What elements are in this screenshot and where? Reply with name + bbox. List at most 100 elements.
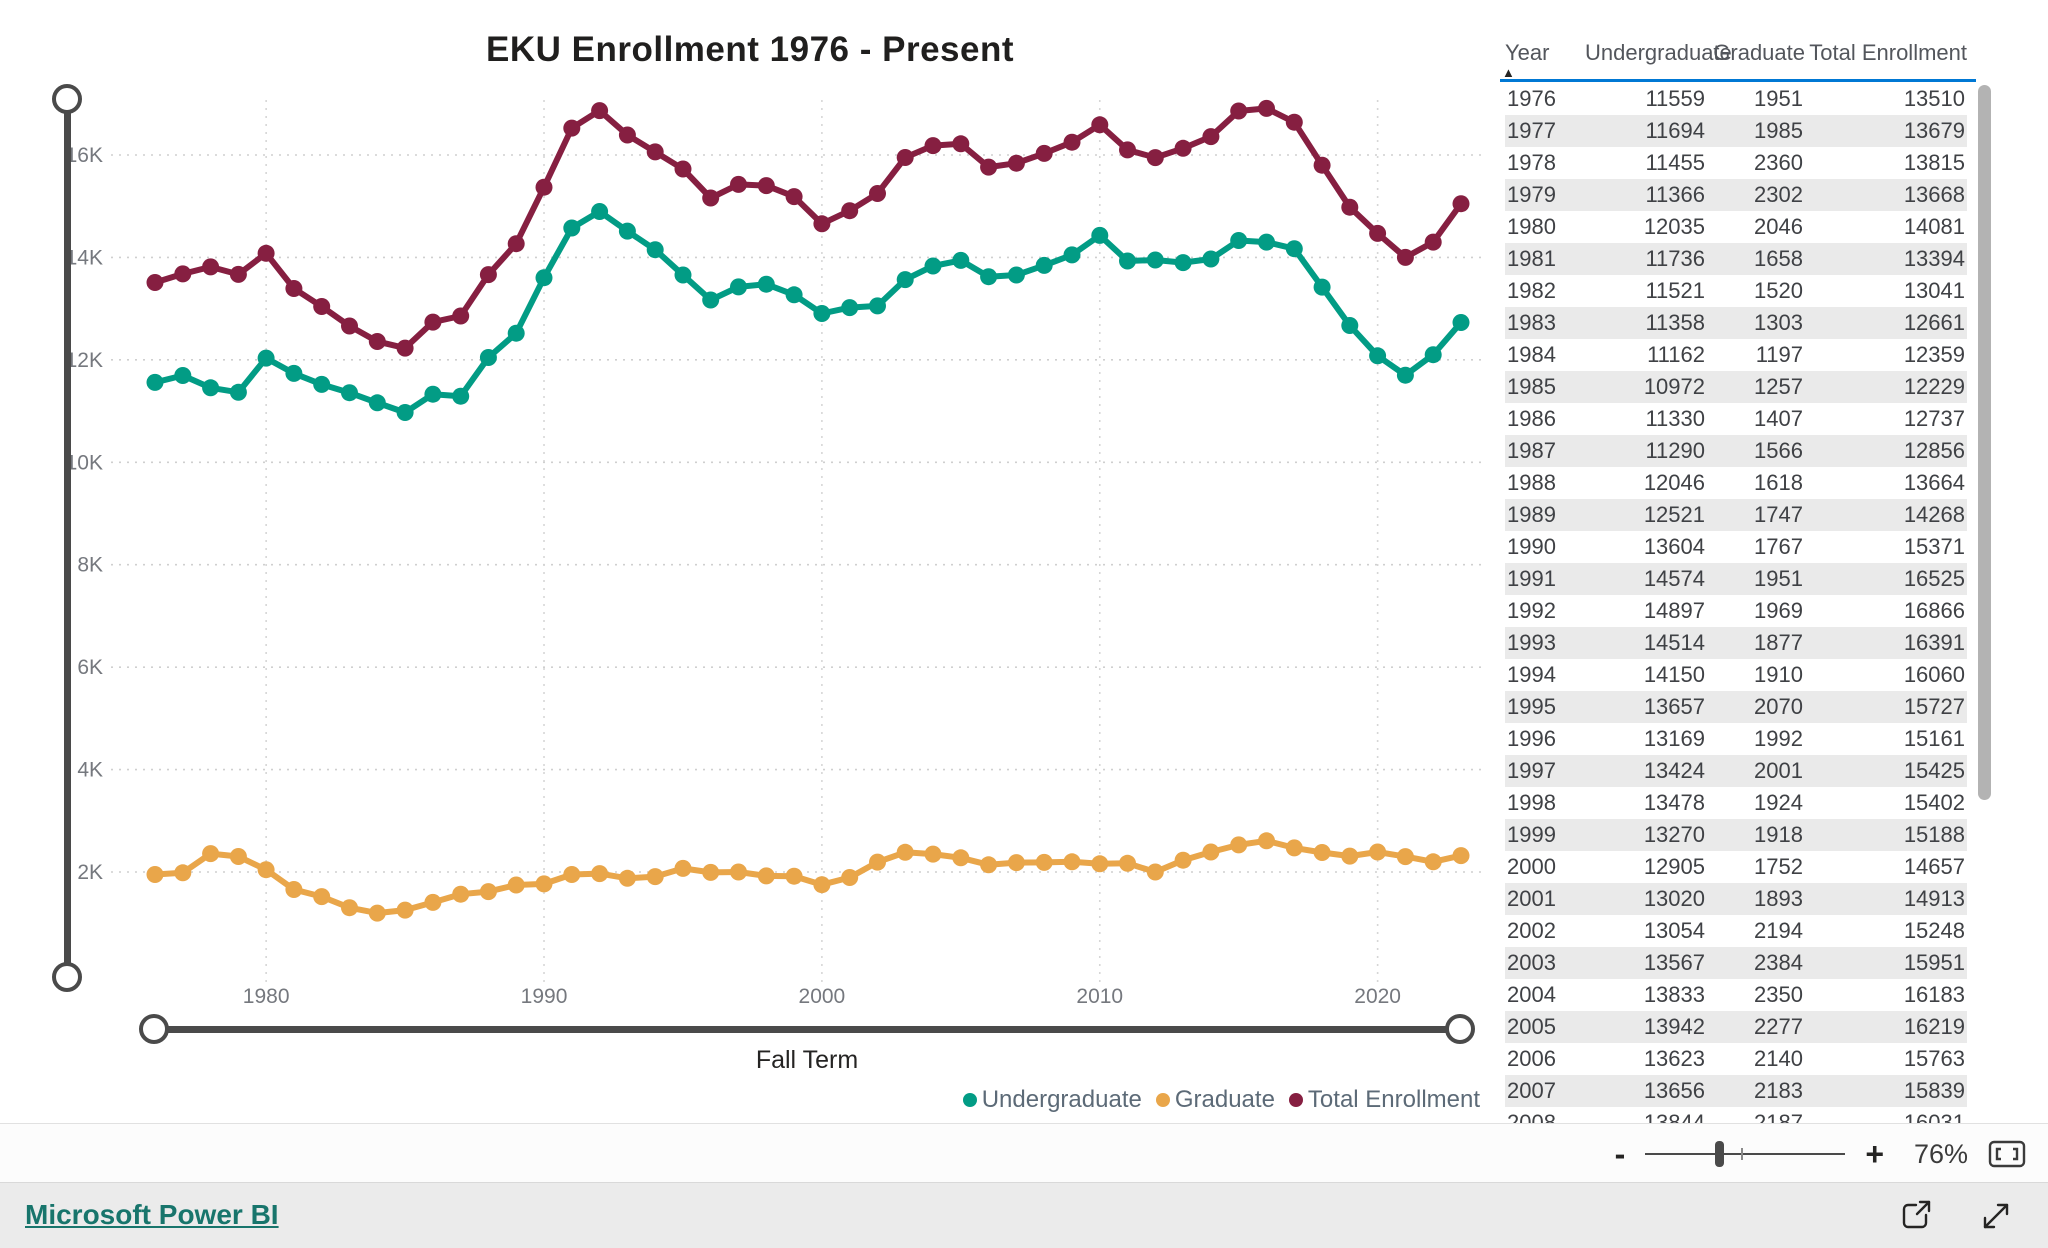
data-point[interactable]: [813, 215, 831, 233]
table-row[interactable]: 1985 10972 1257 12229: [1505, 371, 1967, 403]
data-point[interactable]: [1285, 113, 1303, 131]
data-point[interactable]: [313, 298, 331, 315]
table-row[interactable]: 2004 13833 2350 16183: [1505, 979, 1967, 1011]
data-point[interactable]: [1230, 232, 1248, 249]
data-point[interactable]: [646, 868, 664, 886]
table-row[interactable]: 1993 14514 1877 16391: [1505, 627, 1967, 659]
table-scrollbar[interactable]: [1978, 85, 1991, 1120]
data-point[interactable]: [980, 268, 998, 286]
data-point[interactable]: [618, 126, 636, 144]
data-point[interactable]: [1119, 141, 1136, 159]
table-row[interactable]: 2005 13942 2277 16219: [1505, 1011, 1967, 1043]
data-point[interactable]: [1285, 839, 1303, 857]
data-point[interactable]: [813, 305, 831, 322]
sort-ascending-icon[interactable]: ▲: [1502, 65, 1515, 80]
data-point[interactable]: [813, 876, 831, 894]
data-point[interactable]: [1369, 347, 1387, 365]
data-point[interactable]: [202, 379, 220, 397]
data-point[interactable]: [507, 876, 525, 894]
column-header-undergraduate[interactable]: Undergraduate: [1585, 40, 1732, 65]
data-point[interactable]: [257, 244, 275, 262]
data-point[interactable]: [341, 899, 358, 917]
legend-item-undergraduate[interactable]: Undergraduate: [962, 1086, 1142, 1114]
data-point[interactable]: [618, 222, 636, 240]
data-point[interactable]: [285, 881, 303, 898]
legend-item-graduate[interactable]: Graduate: [1155, 1086, 1275, 1114]
table-row[interactable]: 1991 14574 1951 16525: [1505, 563, 1967, 595]
data-point[interactable]: [952, 849, 970, 867]
data-point[interactable]: [229, 848, 247, 865]
zoom-slider[interactable]: [1645, 1141, 1846, 1167]
table-row[interactable]: 1992 14897 1969 16866: [1505, 595, 1967, 627]
data-point[interactable]: [535, 875, 553, 893]
table-row[interactable]: 1988 12046 1618 13664: [1505, 467, 1967, 499]
table-row[interactable]: 1996 13169 1992 15161: [1505, 723, 1967, 755]
data-point[interactable]: [174, 864, 192, 882]
data-point[interactable]: [479, 349, 497, 366]
data-point[interactable]: [896, 843, 914, 861]
data-point[interactable]: [591, 865, 609, 883]
data-point[interactable]: [1396, 248, 1414, 266]
data-point[interactable]: [452, 387, 470, 405]
data-point[interactable]: [702, 189, 720, 207]
y-axis-range-slider[interactable]: [64, 99, 71, 977]
fit-to-page-icon[interactable]: [1988, 1139, 2026, 1169]
data-point[interactable]: [396, 404, 414, 421]
data-point[interactable]: [146, 274, 164, 291]
data-point[interactable]: [841, 869, 859, 886]
data-point[interactable]: [368, 333, 386, 350]
table-row[interactable]: 1978 11455 2360 13815: [1505, 147, 1967, 179]
table-row[interactable]: 1987 11290 1566 12856: [1505, 435, 1967, 467]
table-row[interactable]: 2000 12905 1752 14657: [1505, 851, 1967, 883]
data-point[interactable]: [1341, 198, 1359, 216]
data-point[interactable]: [1063, 246, 1081, 264]
table-row[interactable]: 2002 13054 2194 15248: [1505, 915, 1967, 947]
data-point[interactable]: [202, 845, 220, 863]
data-point[interactable]: [1174, 139, 1192, 157]
data-point[interactable]: [285, 280, 303, 297]
table-row[interactable]: 1983 11358 1303 12661: [1505, 307, 1967, 339]
data-point[interactable]: [174, 367, 192, 384]
data-point[interactable]: [980, 856, 998, 874]
data-point[interactable]: [1007, 854, 1025, 872]
data-point[interactable]: [896, 149, 914, 166]
table-row[interactable]: 1979 11366 2302 13668: [1505, 179, 1967, 211]
data-point[interactable]: [1007, 266, 1025, 284]
table-row[interactable]: 2006 13623 2140 15763: [1505, 1043, 1967, 1075]
microsoft-power-bi-link[interactable]: Microsoft Power BI: [25, 1199, 279, 1230]
legend-item-total-enrollment[interactable]: Total Enrollment: [1288, 1086, 1480, 1114]
zoom-slider-thumb[interactable]: [1715, 1141, 1725, 1167]
data-point[interactable]: [785, 867, 803, 885]
data-point[interactable]: [591, 102, 609, 120]
data-point[interactable]: [1258, 233, 1275, 251]
data-point[interactable]: [424, 893, 442, 911]
data-point[interactable]: [924, 137, 942, 155]
data-point[interactable]: [869, 185, 886, 202]
data-point[interactable]: [869, 853, 886, 871]
data-point[interactable]: [1424, 853, 1442, 871]
x-axis-range-slider[interactable]: [154, 1026, 1460, 1033]
data-point[interactable]: [1035, 256, 1053, 274]
table-row[interactable]: 2007 13656 2183 15839: [1505, 1075, 1967, 1107]
data-point[interactable]: [229, 383, 247, 401]
data-point[interactable]: [1369, 843, 1387, 861]
data-point[interactable]: [313, 375, 331, 393]
table-row[interactable]: 1980 12035 2046 14081: [1505, 211, 1967, 243]
table-row[interactable]: 1986 11330 1407 12737: [1505, 403, 1967, 435]
data-point[interactable]: [341, 384, 358, 402]
data-point[interactable]: [1007, 154, 1025, 172]
data-point[interactable]: [646, 143, 664, 161]
data-point[interactable]: [1202, 128, 1220, 146]
data-point[interactable]: [1091, 116, 1109, 134]
data-point[interactable]: [952, 135, 970, 153]
table-row[interactable]: 1976 11559 1951 13510: [1505, 83, 1967, 115]
data-point[interactable]: [257, 349, 275, 367]
enrollment-line-chart[interactable]: 2K 4K 6K 8K 10K 12K 14K 16K 1980 1990 2000 2010 2020: [0, 0, 1500, 1012]
data-point[interactable]: [869, 297, 886, 315]
zoom-out-button[interactable]: -: [1614, 1136, 1626, 1172]
data-point[interactable]: [368, 904, 386, 922]
table-row[interactable]: 1999 13270 1918 15188: [1505, 819, 1967, 851]
data-point[interactable]: [1396, 848, 1414, 866]
share-icon[interactable]: [1898, 1198, 1934, 1234]
data-point[interactable]: [591, 203, 609, 220]
